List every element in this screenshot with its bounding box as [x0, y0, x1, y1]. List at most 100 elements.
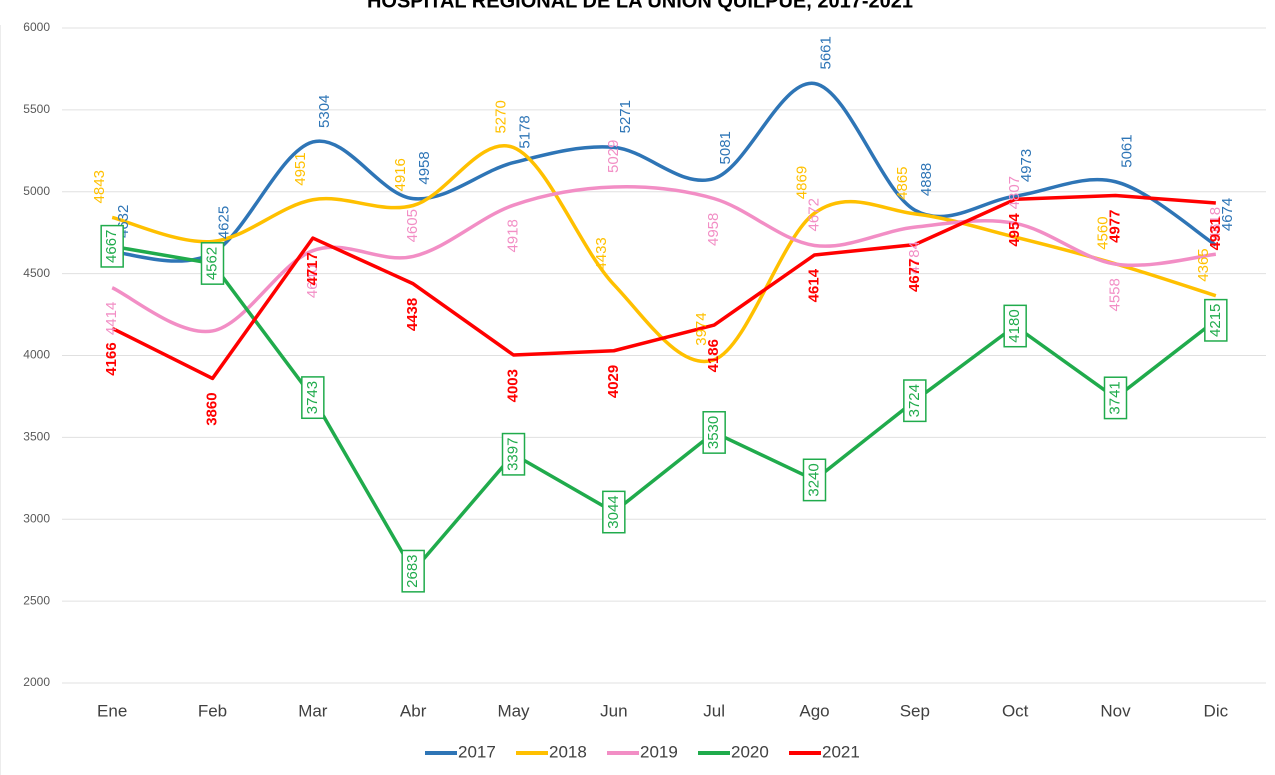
legend-label: 2020	[731, 742, 769, 761]
x-tick-label: Oct	[1002, 701, 1029, 720]
y-tick-label: 3000	[23, 511, 50, 525]
chart-title: HOSPITAL REGIONAL DE LA UNIÓN QUILPUÉ, 2…	[367, 0, 913, 12]
data-label: 5271	[617, 100, 634, 133]
label-box	[301, 376, 325, 420]
y-tick-label: 4000	[23, 348, 50, 362]
data-label: 5061	[1118, 134, 1135, 167]
series-line	[112, 81, 1217, 263]
data-label: 4560	[1094, 216, 1111, 249]
label-box	[1003, 304, 1027, 348]
data-label: 3743	[304, 381, 321, 414]
data-label: 4558	[1106, 278, 1123, 311]
data-label: 4977	[1106, 210, 1123, 243]
data-label: 4180	[1006, 309, 1023, 342]
x-tick-label: Dic	[1204, 701, 1229, 720]
data-label: 4029	[605, 365, 622, 398]
data-label: 3741	[1106, 381, 1123, 414]
data-label: 5661	[817, 36, 834, 69]
y-tick-label: 4500	[23, 266, 50, 280]
label-box	[401, 549, 425, 593]
data-label: 3530	[705, 416, 722, 449]
data-label: 4640	[304, 265, 321, 298]
x-tick-label: Nov	[1100, 701, 1131, 720]
label-box	[903, 379, 927, 423]
x-tick-label: Ago	[799, 701, 829, 720]
label-box	[200, 242, 225, 285]
data-label: 4843	[91, 170, 108, 203]
legend-label: 2017	[458, 742, 496, 761]
label-box	[802, 458, 827, 502]
y-tick-label: 6000	[23, 20, 50, 34]
data-label: 3974	[693, 312, 710, 345]
data-label: 4954	[1006, 213, 1023, 247]
series-line	[111, 244, 1217, 573]
data-label: 3397	[504, 438, 521, 471]
data-label: 4672	[805, 198, 822, 231]
data-label: 4605	[404, 209, 421, 242]
data-label: 4166	[103, 342, 120, 375]
x-tick-label: Mar	[298, 701, 328, 720]
x-tick-label: Ene	[97, 701, 127, 720]
series-line	[111, 193, 1216, 381]
data-label: 3044	[605, 495, 622, 528]
data-label: 4717	[304, 252, 321, 285]
x-tick-label: Jul	[703, 701, 725, 720]
y-tick-label: 2000	[23, 675, 50, 689]
data-label: 4958	[705, 213, 722, 246]
data-label: 3240	[805, 463, 822, 496]
label-box	[702, 411, 726, 454]
data-label: 5304	[316, 95, 333, 128]
y-tick-label: 5500	[23, 102, 50, 116]
data-label: 5081	[717, 131, 734, 164]
data-label: 5270	[492, 100, 509, 133]
data-label: 4888	[918, 163, 935, 196]
data-label: 4365	[1195, 248, 1212, 281]
data-label: 2683	[404, 554, 421, 587]
data-label: 5029	[605, 140, 622, 173]
data-label: 4958	[416, 151, 433, 184]
data-label: 3860	[203, 392, 220, 425]
x-tick-label: Sep	[900, 701, 930, 720]
y-tick-label: 2500	[23, 593, 50, 607]
data-label: 4916	[392, 158, 409, 191]
data-label: 4614	[805, 268, 822, 302]
data-label: 3724	[906, 384, 923, 417]
data-label: 4784	[906, 241, 923, 274]
y-tick-label: 3500	[23, 430, 50, 444]
data-label: 4562	[203, 247, 220, 280]
data-label: 4186	[705, 339, 722, 372]
series-line	[111, 144, 1217, 364]
data-label: 4869	[793, 166, 810, 199]
data-label: 4667	[103, 230, 120, 263]
data-label: 4618	[1207, 207, 1224, 240]
legend-label: 2019	[640, 742, 678, 761]
data-label: 4973	[1018, 149, 1035, 182]
data-label: 4918	[504, 219, 521, 252]
data-label: 4625	[215, 206, 232, 239]
data-label: 4807	[1006, 176, 1023, 209]
data-label: 4677	[906, 259, 923, 292]
label-box	[1103, 376, 1128, 420]
legend-label: 2018	[549, 742, 587, 761]
label-box	[1204, 298, 1228, 342]
data-label: 4931	[1207, 217, 1224, 250]
data-label: 4215	[1207, 304, 1224, 337]
data-label: 4865	[894, 166, 911, 199]
data-label: 4003	[504, 369, 521, 402]
x-tick-label: Feb	[198, 701, 227, 720]
x-tick-label: Abr	[400, 701, 427, 720]
label-box	[100, 224, 124, 268]
data-label: 5178	[516, 115, 533, 148]
series-line	[111, 185, 1217, 334]
label-box	[501, 432, 526, 476]
x-tick-label: Jun	[600, 701, 627, 720]
data-label: 4433	[593, 237, 610, 270]
data-label: 4674	[1219, 198, 1236, 231]
x-tick-label: May	[497, 701, 530, 720]
label-box	[602, 490, 626, 534]
y-tick-label: 5000	[23, 184, 50, 198]
data-label: 4414	[103, 302, 120, 335]
data-label: 4438	[404, 298, 421, 331]
